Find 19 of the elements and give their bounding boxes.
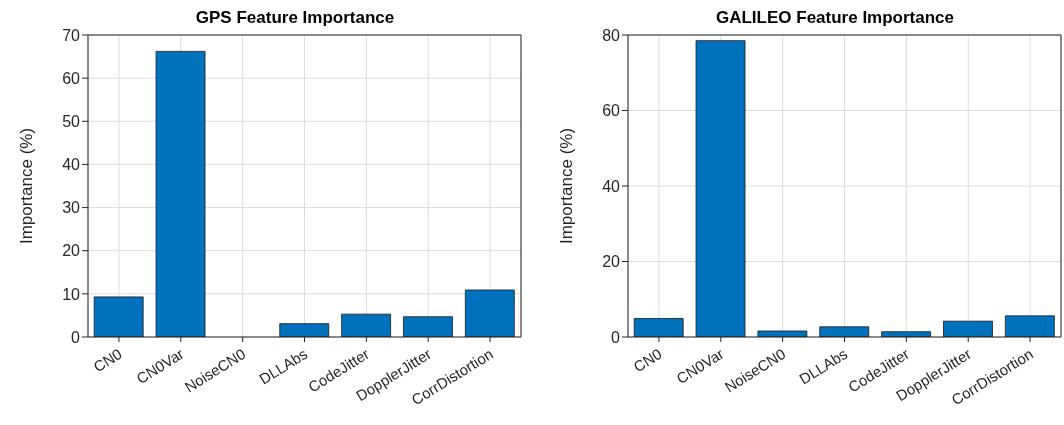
y-tick-label: 0 <box>71 328 81 346</box>
y-tick-label: 40 <box>62 156 81 174</box>
x-tick-label: CN0 <box>90 344 125 376</box>
y-tick-label: 10 <box>62 285 81 303</box>
y-tick-label: 0 <box>611 328 621 346</box>
y-tick-label: 60 <box>602 102 621 120</box>
chart-title: GPS Feature Importance <box>194 8 396 28</box>
y-tick-label: 20 <box>62 242 81 260</box>
y-axis-title: Importance (%) <box>17 127 37 245</box>
y-tick-label: 60 <box>62 69 81 87</box>
x-tick-label: CN0 <box>630 344 665 376</box>
y-axis-title: Importance (%) <box>557 127 577 245</box>
y-tick-label: 70 <box>62 26 81 44</box>
y-tick-label: 40 <box>602 177 621 195</box>
y-tick-label: 50 <box>62 112 81 130</box>
y-tick-label: 30 <box>62 199 81 217</box>
y-tick-label: 20 <box>602 253 621 271</box>
y-tick-label: 80 <box>602 26 621 44</box>
chart-title: GALILEO Feature Importance <box>714 8 955 28</box>
